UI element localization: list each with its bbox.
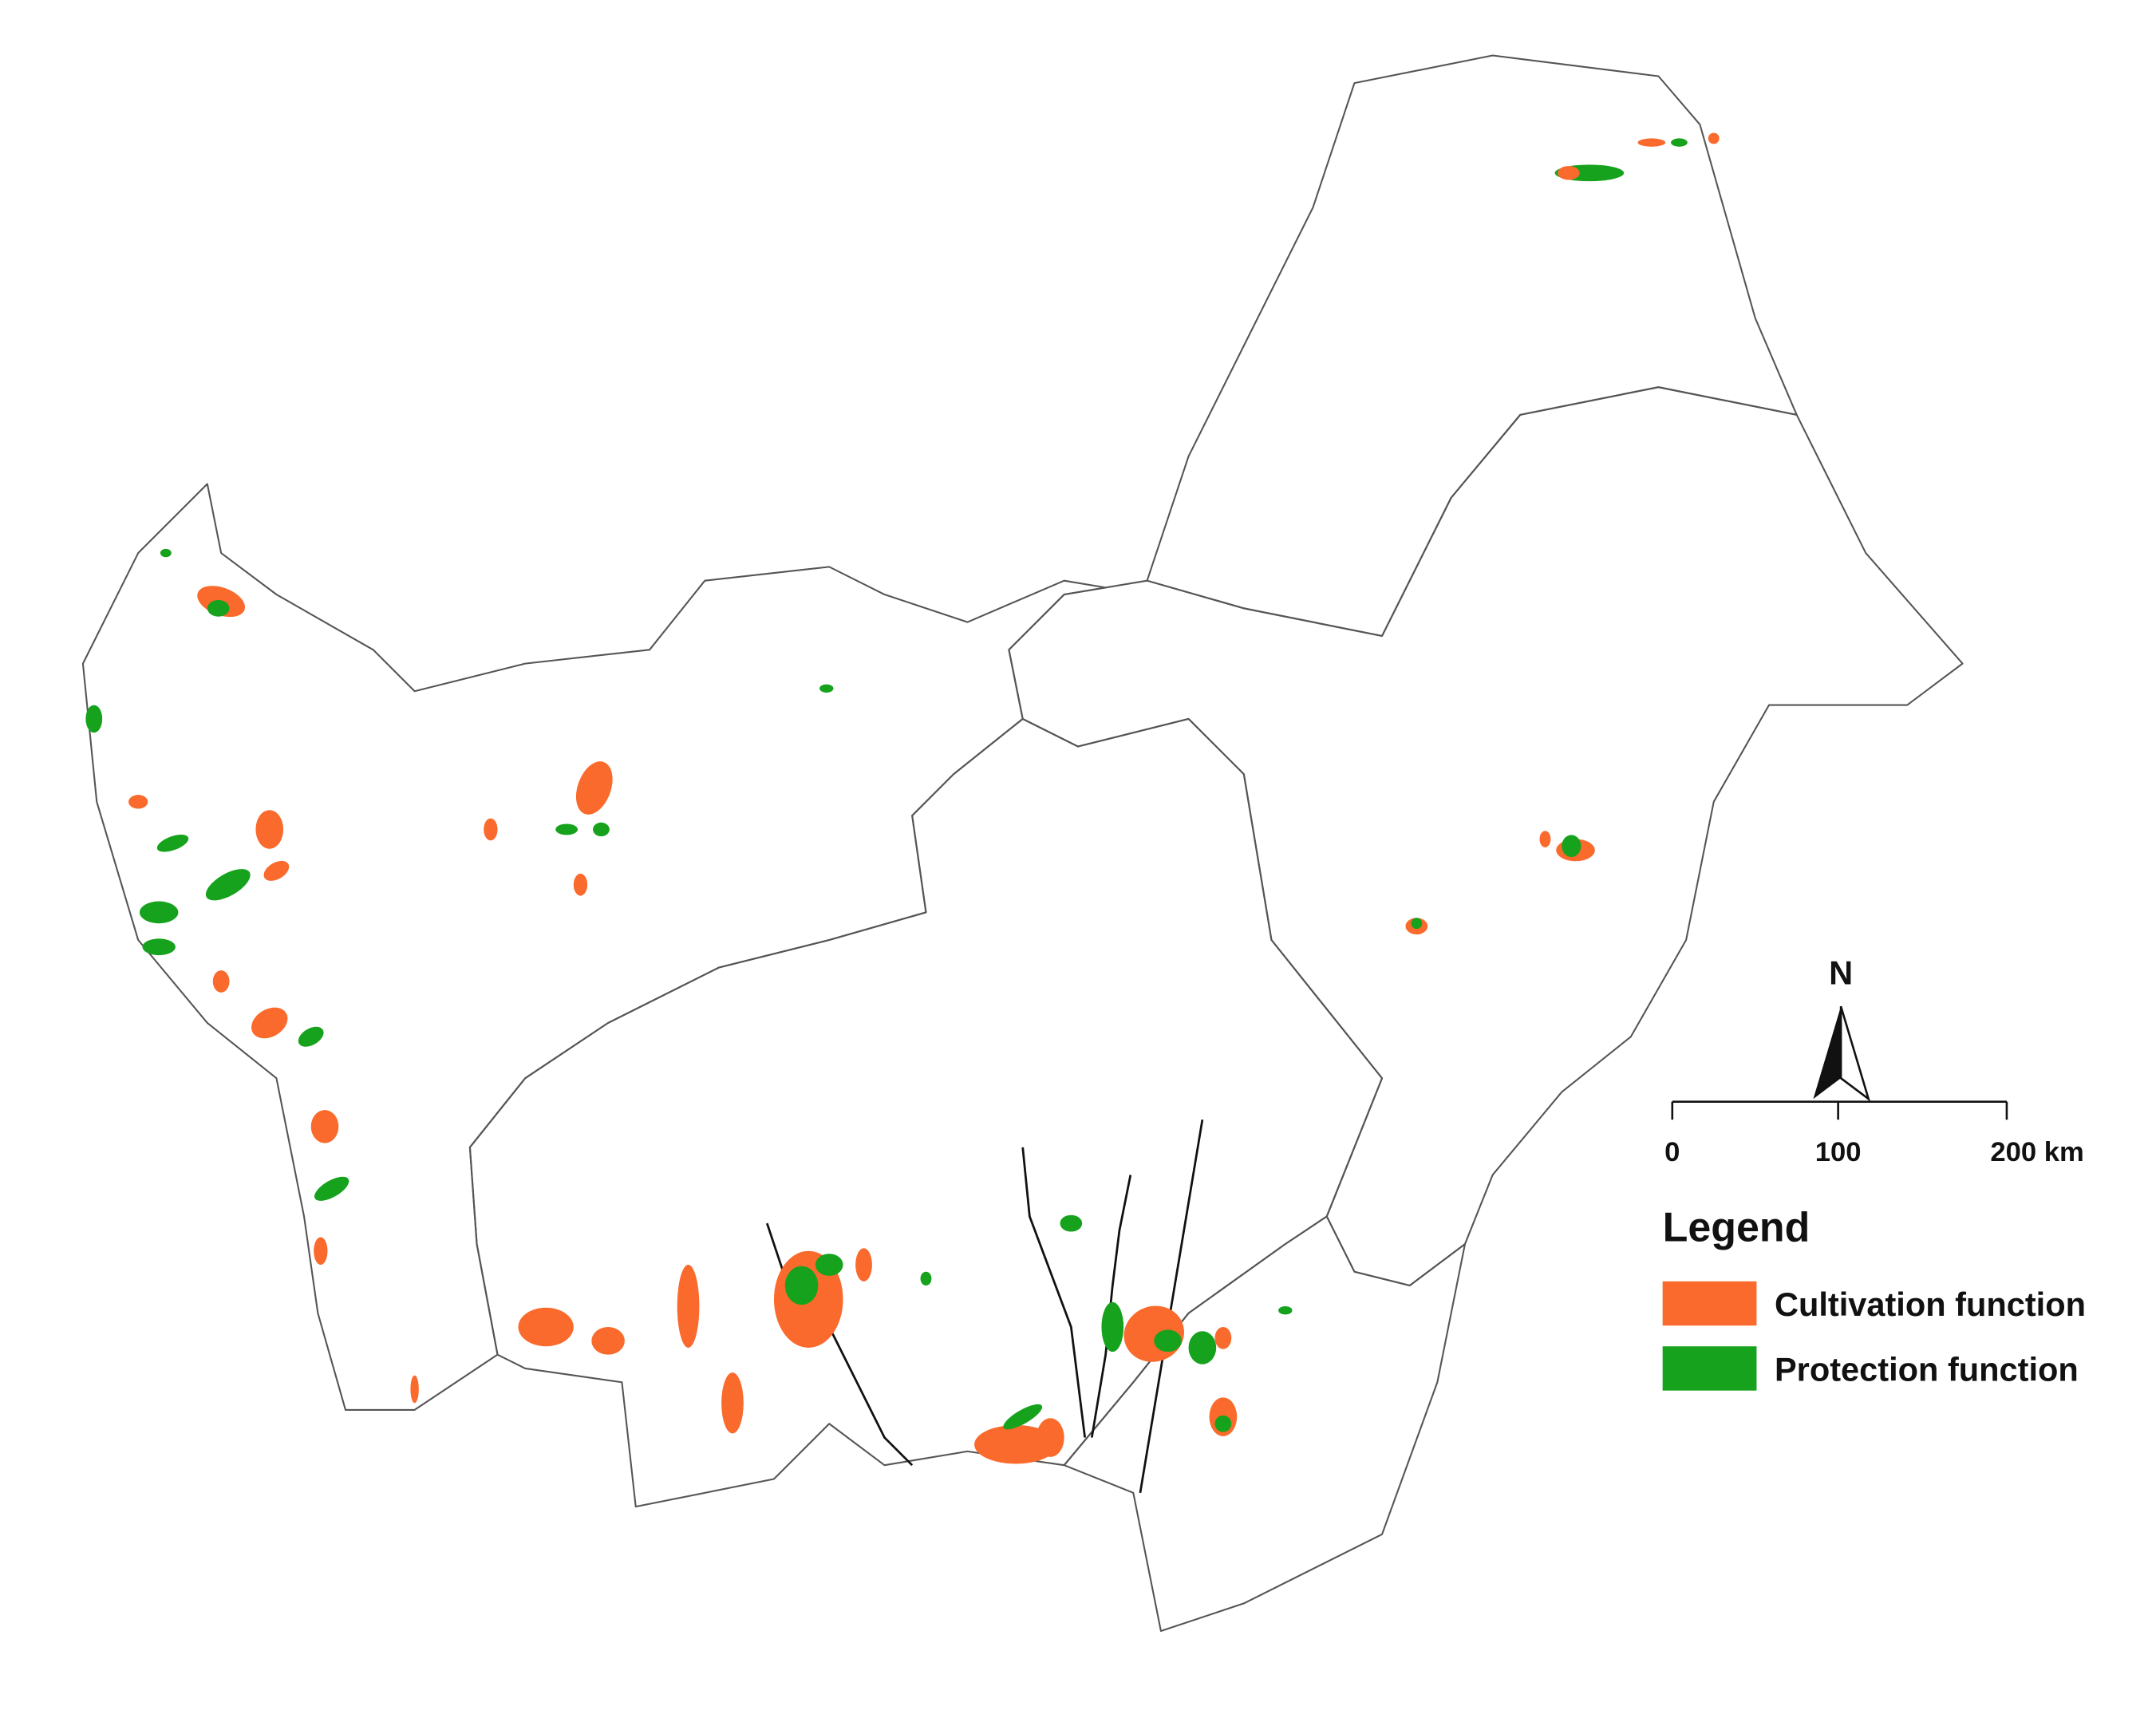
cultivation-patch [1708,132,1720,144]
legend-label: Protection function [1775,1351,2079,1388]
cultivation-patch [721,1372,744,1434]
north-arrow: N [1813,954,1871,1102]
protection-patch [1411,918,1423,930]
protection-patch [815,1254,843,1276]
protection-patch [1154,1329,1182,1353]
cultivation-patch [128,795,148,809]
protection-patch [1188,1331,1217,1364]
cultivation-patch [212,970,230,993]
river [1090,1175,1132,1438]
cultivation-patch [518,1307,574,1347]
cultivation-patch [255,810,284,849]
legend-title: Legend [1663,1205,1810,1251]
arrow-left [1813,1006,1842,1100]
river [1021,1147,1087,1438]
protection-patch [1214,1415,1232,1432]
protection-patch [85,705,103,733]
cultivation-patch [573,873,588,896]
protection-patch [205,869,251,901]
cultivation-patch [251,1007,288,1039]
protection-patch [1671,138,1688,147]
scale-label: 100 [1815,1137,1862,1167]
north-label: N [1829,954,1853,991]
cultivation-patch [974,1424,1058,1464]
protection-patch [819,684,834,693]
protection-patch [1278,1306,1293,1315]
cultivation-patch [1637,138,1666,147]
region-west [81,483,1107,1411]
cultivation-patch [1214,1326,1232,1349]
cultivation-patch [310,1110,339,1143]
arrow-right [1839,1005,1871,1102]
protection-patch [555,823,578,835]
legend-label: Cultivation function [1775,1285,2086,1323]
cultivation-patch [1558,166,1580,180]
cultivation-patch [677,1265,700,1348]
protection-patch [920,1271,932,1286]
cultivation-patch [1037,1418,1064,1457]
protection-patch [1003,1404,1043,1430]
cultivation-patch [484,818,498,841]
protection-patch [142,938,176,956]
region-outlines [81,54,1964,1633]
cultivation-patch [591,1326,625,1355]
cultivation-patch [575,761,613,815]
protection-patch [207,599,230,617]
scale-label: 0 [1664,1137,1680,1167]
cultivation-patch [1123,1305,1184,1362]
protection-patch [784,1266,819,1305]
river [1139,1119,1204,1494]
cultivation-patch [855,1248,872,1282]
region-south [1063,1215,1467,1633]
cultivation-patch [410,1375,419,1404]
legend-swatch [1662,1281,1757,1326]
scale-label: 200 km [1990,1137,2083,1167]
cultivation-patch [263,860,290,881]
region-central [468,717,1384,1508]
legend: Legend Cultivation function Protection f… [1662,1205,2086,1391]
land-function-patches [85,132,1720,1464]
legend-swatch [1662,1346,1757,1391]
protection-patch [1060,1214,1083,1232]
protection-patch [160,548,172,558]
scale-bar [1671,1100,2008,1120]
protection-patch [1101,1301,1124,1353]
cultivation-patch [314,1237,328,1266]
protection-patch [139,901,179,924]
region-north [1146,54,1798,638]
protection-patch [298,1026,324,1047]
cultivation-patch [1539,831,1551,847]
protection-patch [593,822,610,837]
protection-patch [1562,835,1581,858]
protection-patch [314,1176,349,1201]
protection-patch [156,834,189,852]
